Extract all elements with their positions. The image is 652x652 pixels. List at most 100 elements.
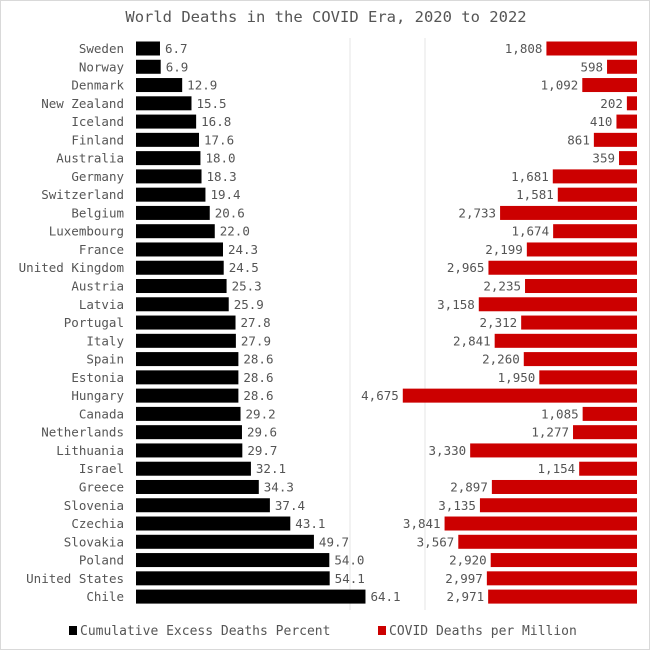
excess-value-sweden: 6.7 (165, 41, 188, 56)
category-label-spain: Spain (86, 352, 124, 367)
covid-value-chile: 2,971 (447, 589, 485, 604)
excess-value-israel: 32.1 (256, 461, 286, 476)
legend: Cumulative Excess Deaths Percent COVID D… (69, 624, 577, 639)
excess-bar-slovenia (136, 498, 270, 513)
covid-bar-italy (494, 333, 637, 348)
covid-value-spain: 2,260 (482, 352, 520, 367)
excess-value-portugal: 27.8 (241, 315, 271, 330)
category-label-czechia: Czechia (71, 516, 124, 531)
excess-value-chile: 64.1 (370, 589, 400, 604)
covid-value-slovakia: 3,567 (417, 534, 455, 549)
legend-swatch-excess (69, 626, 77, 635)
covid-value-sweden: 1,808 (505, 41, 543, 56)
excess-value-norway: 6.9 (166, 59, 189, 74)
excess-bar-austria (136, 279, 227, 294)
chart-title: World Deaths in the COVID Era, 2020 to 2… (125, 8, 526, 26)
excess-value-australia: 18.0 (205, 151, 235, 166)
covid-value-luxembourg: 1,674 (511, 224, 549, 239)
category-label-greece: Greece (79, 479, 124, 494)
excess-bar-netherlands (136, 425, 242, 440)
covid-value-finland: 861 (567, 132, 590, 147)
excess-bar-slovakia (136, 534, 314, 549)
excess-value-united-states: 54.1 (335, 571, 365, 586)
excess-value-luxembourg: 22.0 (220, 224, 250, 239)
legend-label-excess: Cumulative Excess Deaths Percent (80, 624, 330, 639)
excess-bar-poland (136, 553, 330, 568)
excess-value-france: 24.3 (228, 242, 258, 257)
covid-value-czechia: 3,841 (403, 516, 441, 531)
covid-value-norway: 598 (580, 59, 603, 74)
category-label-sweden: Sweden (79, 41, 124, 56)
covid-value-belgium: 2,733 (458, 205, 496, 220)
covid-value-estonia: 1,950 (498, 370, 536, 385)
covid-bar-slovenia (479, 498, 637, 513)
excess-bar-united-states (136, 571, 330, 586)
excess-value-lithuania: 29.7 (247, 443, 277, 458)
category-label-chile: Chile (86, 589, 124, 604)
covid-bar-denmark (582, 78, 637, 93)
excess-bar-new-zealand (136, 96, 192, 111)
excess-bar-latvia (136, 297, 229, 312)
category-label-luxembourg: Luxembourg (49, 224, 124, 239)
bar-rows: Sweden 6.7 1,808 Norway 6.9 598 Denmark 12.9 1,0… (19, 41, 637, 604)
category-label-latvia: Latvia (79, 297, 124, 312)
covid-bar-czechia (444, 516, 637, 531)
covid-value-canada: 1,085 (541, 406, 579, 421)
covid-value-france: 2,199 (485, 242, 523, 257)
covid-bar-new-zealand (626, 96, 637, 111)
covid-value-switzerland: 1,581 (516, 187, 554, 202)
excess-bar-switzerland (136, 187, 206, 202)
excess-bar-iceland (136, 114, 197, 129)
covid-value-greece: 2,897 (450, 479, 488, 494)
category-label-finland: Finland (71, 132, 124, 147)
category-label-norway: Norway (79, 59, 125, 74)
excess-value-finland: 17.6 (204, 132, 234, 147)
covid-value-iceland: 410 (590, 114, 613, 129)
excess-value-slovakia: 49.7 (319, 534, 349, 549)
category-label-portugal: Portugal (64, 315, 124, 330)
category-label-germany: Germany (71, 169, 124, 184)
covid-bar-canada (582, 406, 637, 421)
excess-bar-greece (136, 479, 259, 494)
covid-value-denmark: 1,092 (541, 78, 579, 93)
excess-bar-norway (136, 59, 161, 74)
covid-value-poland: 2,920 (449, 553, 487, 568)
excess-value-hungary: 28.6 (243, 388, 273, 403)
excess-value-united-kingdom: 24.5 (229, 260, 259, 275)
category-label-australia: Australia (56, 151, 124, 166)
excess-value-greece: 34.3 (264, 479, 294, 494)
covid-value-italy: 2,841 (453, 333, 491, 348)
covid-bar-slovakia (458, 534, 637, 549)
covid-bar-estonia (539, 370, 637, 385)
excess-value-poland: 54.0 (334, 553, 364, 568)
covid-bar-greece (491, 479, 637, 494)
covid-value-hungary: 4,675 (361, 388, 399, 403)
covid-bar-germany (552, 169, 637, 184)
excess-bar-australia (136, 151, 201, 166)
excess-value-iceland: 16.8 (201, 114, 231, 129)
excess-value-estonia: 28.6 (243, 370, 273, 385)
excess-value-czechia: 43.1 (295, 516, 325, 531)
excess-value-italy: 27.9 (241, 333, 271, 348)
excess-bar-lithuania (136, 443, 243, 458)
category-label-switzerland: Switzerland (41, 187, 124, 202)
covid-bar-luxembourg (553, 224, 637, 239)
covid-value-australia: 359 (592, 151, 615, 166)
covid-bar-sweden (546, 41, 637, 56)
excess-bar-chile (136, 589, 366, 604)
covid-bar-chile (488, 589, 637, 604)
covid-bar-spain (523, 352, 637, 367)
covid-bar-australia (619, 151, 637, 166)
covid-bar-latvia (478, 297, 637, 312)
category-label-belgium: Belgium (71, 205, 124, 220)
covid-bar-norway (607, 59, 637, 74)
excess-bar-israel (136, 461, 251, 476)
excess-bar-united-kingdom (136, 260, 224, 275)
covid-value-lithuania: 3,330 (429, 443, 467, 458)
excess-value-austria: 25.3 (232, 279, 262, 294)
excess-bar-sweden (136, 41, 160, 56)
excess-bar-czechia (136, 516, 291, 531)
category-label-israel: Israel (79, 461, 124, 476)
category-label-lithuania: Lithuania (56, 443, 124, 458)
